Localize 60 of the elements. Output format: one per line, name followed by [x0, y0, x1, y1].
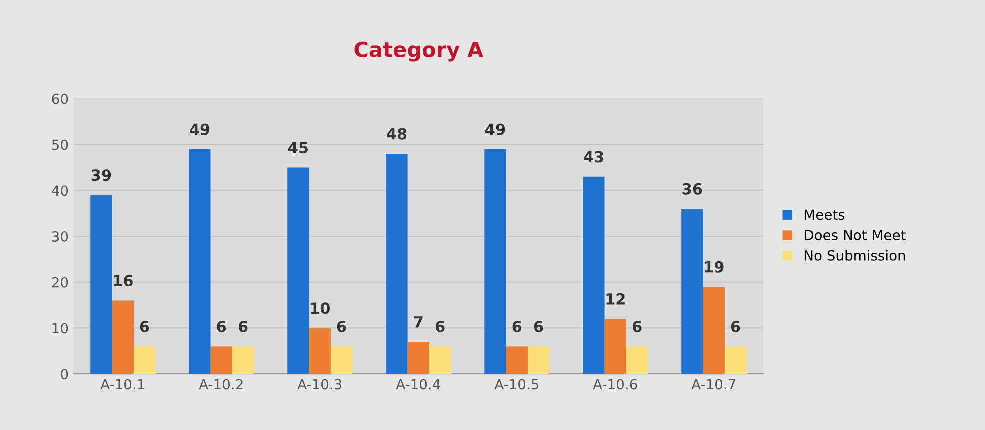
y-tick-label: 60 — [52, 94, 68, 104]
data-label: 6 — [217, 320, 226, 333]
bar — [528, 346, 550, 374]
data-label: 6 — [512, 320, 522, 333]
bar — [90, 195, 112, 374]
bar — [309, 328, 331, 374]
data-label: 6 — [436, 320, 445, 333]
data-label: 43 — [584, 151, 604, 163]
bar — [506, 346, 528, 374]
x-tick-label: A-10.3 — [298, 379, 342, 390]
legend-label: No Submission — [804, 250, 906, 261]
bar — [210, 346, 232, 374]
bar — [682, 208, 704, 374]
data-label: 49 — [190, 124, 210, 136]
data-label: 6 — [731, 320, 740, 333]
y-tick-label: 10 — [52, 323, 68, 334]
data-label: 6 — [534, 320, 544, 333]
data-label: 6 — [238, 320, 248, 333]
data-label: 19 — [705, 261, 724, 273]
data-label: 12 — [606, 293, 625, 305]
bar — [626, 346, 648, 374]
data-label: 7 — [414, 316, 423, 328]
bar — [288, 168, 310, 374]
y-tick-label: 0 — [61, 369, 68, 380]
data-label: 49 — [486, 124, 506, 136]
data-label: 6 — [140, 320, 150, 333]
x-tick-label: A-10.7 — [692, 379, 736, 390]
data-label: 16 — [114, 275, 133, 287]
bar — [232, 346, 254, 374]
data-label: 48 — [387, 128, 407, 140]
bar — [484, 149, 506, 374]
bar — [703, 286, 725, 374]
x-tick-label: A-10.2 — [199, 379, 243, 390]
data-label: 36 — [682, 183, 702, 195]
bar — [134, 346, 156, 374]
bar — [408, 342, 430, 374]
bar — [189, 149, 211, 374]
x-tick-label: A-10.6 — [593, 379, 638, 390]
bar — [386, 154, 408, 374]
y-tick-label: 20 — [52, 277, 68, 288]
data-label: 45 — [288, 142, 308, 154]
x-tick-label: A-10.4 — [396, 379, 440, 390]
legend-label: Meets — [804, 210, 845, 220]
bar — [724, 346, 747, 374]
data-label: 6 — [337, 320, 346, 333]
x-tick-label: A-10.1 — [100, 379, 144, 390]
legend-label: Does Not Meet — [804, 230, 906, 241]
data-label: 6 — [632, 320, 642, 333]
x-tick-label: A-10.5 — [494, 379, 538, 390]
bar — [112, 300, 134, 374]
chart-title: Category A — [354, 42, 484, 62]
bar — [429, 346, 452, 374]
bar — [330, 346, 353, 374]
bar — [583, 176, 605, 374]
bar — [604, 319, 626, 374]
y-tick-label: 30 — [52, 231, 68, 242]
y-tick-label: 50 — [52, 140, 68, 150]
y-tick-label: 40 — [52, 186, 68, 196]
data-label: 39 — [92, 170, 112, 182]
data-label: 10 — [311, 302, 330, 314]
